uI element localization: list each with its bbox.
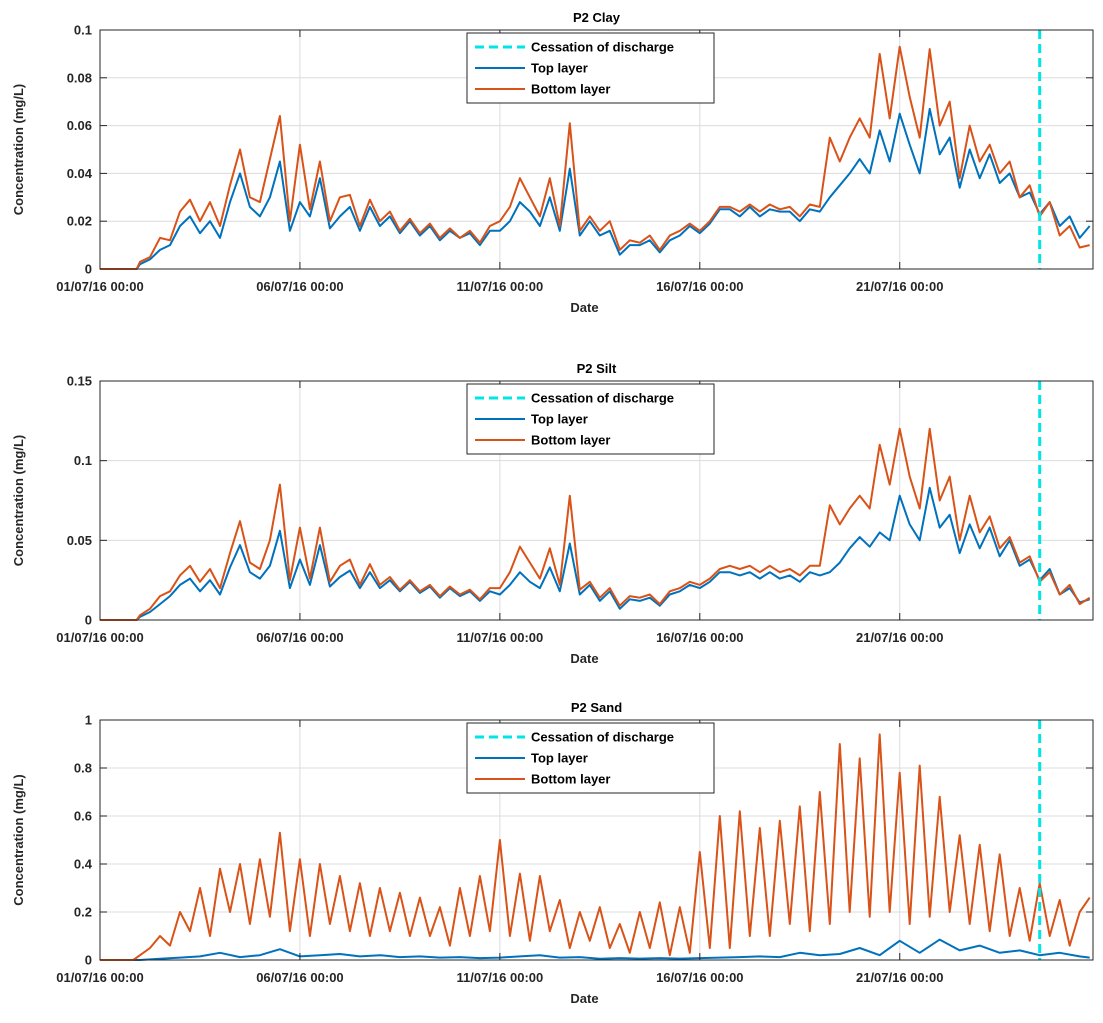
x-tick-label: 21/07/16 00:00 (856, 279, 943, 294)
x-tick-label: 01/07/16 00:00 (56, 970, 143, 985)
y-tick-label: 0.1 (74, 453, 92, 468)
legend-top-layer-label: Top layer (531, 61, 588, 76)
y-tick-label: 0.8 (74, 761, 92, 776)
y-tick-label: 0.6 (74, 809, 92, 824)
legend-bottom-layer-label: Bottom layer (531, 433, 610, 448)
y-tick-label: 1 (85, 713, 92, 728)
legend: Cessation of discharge Top layer Bottom la… (466, 722, 715, 794)
x-axis-label: Date (570, 300, 598, 315)
x-axis-label: Date (570, 991, 598, 1006)
legend-cessation-label: Cessation of discharge (531, 40, 674, 55)
chart-panel-1: 01/07/16 00:00 06/07/16 00:00 11/07/16 00:… (11, 10, 1094, 315)
y-tick-label: 0.15 (67, 374, 92, 389)
legend-cessation-label: Cessation of discharge (531, 730, 674, 745)
x-tick-label: 11/07/16 00:00 (456, 630, 543, 645)
x-axis-label: Date (570, 651, 598, 666)
x-tick-label: 11/07/16 00:00 (456, 279, 543, 294)
y-tick-label: 0.06 (67, 118, 92, 133)
chart-title: P2 Clay (573, 10, 621, 25)
y-axis-label: Concentration (mg/L) (11, 435, 26, 566)
y-tick-label: 0 (85, 953, 92, 968)
legend-bottom-layer-label: Bottom layer (531, 772, 610, 787)
x-tick-label: 21/07/16 00:00 (856, 630, 943, 645)
axes-box (99, 719, 1094, 961)
x-tick-label: 06/07/16 00:00 (256, 630, 343, 645)
axes-box (99, 380, 1094, 621)
y-tick-label: 0.4 (74, 857, 93, 872)
y-tick-label: 0.04 (67, 166, 93, 181)
y-tick-label: 0 (85, 262, 92, 277)
y-tick-label: 0.08 (67, 70, 92, 85)
y-tick-label: 0.1 (74, 23, 92, 38)
y-tick-label: 0.02 (67, 214, 92, 229)
top-layer-line (100, 938, 1090, 961)
legend-cessation-label: Cessation of discharge (531, 391, 674, 406)
bottom-layer-line (100, 45, 1090, 270)
x-tick-label: 11/07/16 00:00 (456, 970, 543, 985)
legend: Cessation of discharge Top layer Bottom la… (466, 32, 715, 104)
y-tick-label: 0 (85, 613, 92, 628)
chart-title: P2 Silt (577, 361, 617, 376)
legend-bottom-layer-label: Bottom layer (531, 82, 610, 97)
x-tick-label: 21/07/16 00:00 (856, 970, 943, 985)
y-axis-label: Concentration (mg/L) (11, 774, 26, 905)
x-tick-label: 06/07/16 00:00 (256, 970, 343, 985)
chart-panel-3: 01/07/16 00:00 06/07/16 00:00 11/07/16 00:… (11, 700, 1094, 1006)
legend: Cessation of discharge Top layer Bottom la… (466, 383, 715, 455)
bottom-layer-line (100, 427, 1091, 621)
top-layer-line (100, 486, 1091, 621)
y-tick-label: 0.05 (67, 533, 92, 548)
x-tick-label: 06/07/16 00:00 (256, 279, 343, 294)
legend-top-layer-label: Top layer (531, 412, 588, 427)
y-tick-label: 0.2 (74, 905, 92, 920)
chart-title: P2 Sand (571, 700, 622, 715)
x-tick-label: 01/07/16 00:00 (56, 630, 143, 645)
top-layer-line (100, 107, 1091, 270)
bottom-layer-line (100, 733, 1091, 961)
x-tick-label: 16/07/16 00:00 (656, 630, 743, 645)
x-tick-label: 16/07/16 00:00 (656, 970, 743, 985)
legend-top-layer-label: Top layer (531, 751, 588, 766)
axes-box (99, 29, 1094, 270)
x-tick-label: 16/07/16 00:00 (656, 279, 743, 294)
x-tick-label: 01/07/16 00:00 (56, 279, 143, 294)
y-axis-label: Concentration (mg/L) (11, 84, 26, 215)
chart-panel-2: 01/07/16 00:00 06/07/16 00:00 11/07/16 00:… (11, 361, 1094, 666)
